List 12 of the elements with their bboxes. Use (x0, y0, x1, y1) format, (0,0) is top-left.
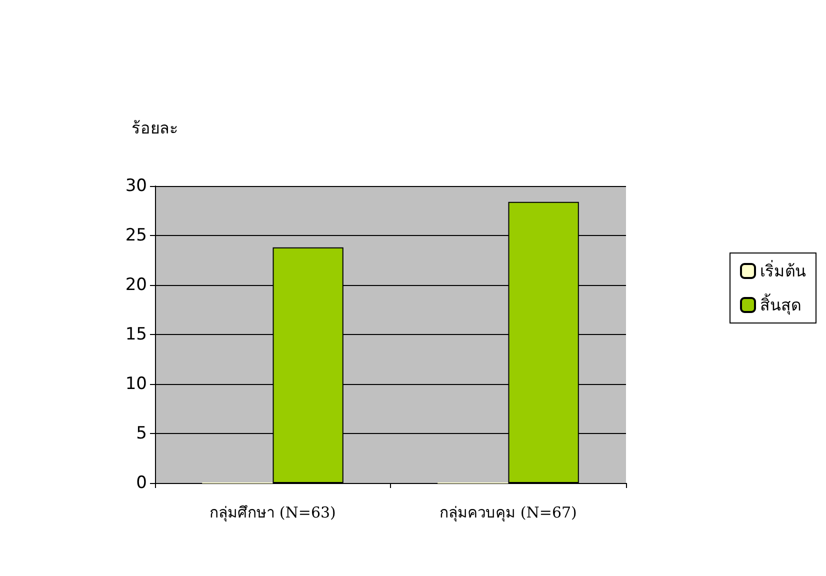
y-axis-title: ร้อยละ (132, 118, 178, 138)
y-tick-label: 0 (136, 473, 147, 493)
x-tick-label: กลุ่มควบคุม (N=67) (440, 504, 577, 522)
legend-label: เริ่มต้น (760, 260, 806, 280)
y-tick-label: 5 (136, 424, 147, 444)
x-tick-label: กลุ่มศึกษา (N=63) (210, 504, 336, 522)
y-tick-label: 10 (125, 374, 147, 394)
y-tick-label: 30 (125, 176, 147, 196)
legend-label: สิ้นสุด (760, 294, 801, 316)
y-tick-label: 20 (125, 275, 147, 295)
y-tick-label: 15 (125, 324, 147, 344)
y-tick-label: 25 (125, 226, 147, 246)
